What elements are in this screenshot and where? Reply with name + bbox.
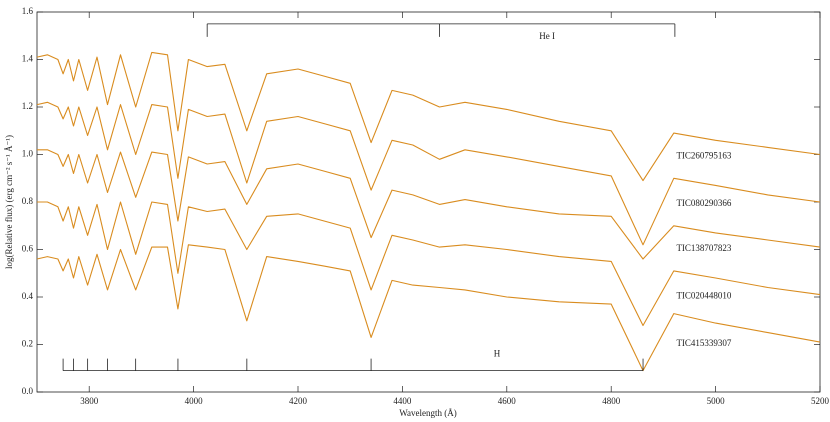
series-label: TIC415339307 — [676, 338, 731, 348]
y-tick-label: 0.0 — [22, 386, 34, 396]
x-axis-label: Wavelength (Å) — [399, 408, 457, 418]
y-tick-label: 0.6 — [22, 244, 34, 254]
x-tick-label: 4000 — [185, 396, 204, 406]
spectrum-line — [36, 101, 821, 246]
y-tick-label: 1.6 — [22, 6, 34, 16]
y-axis-label: log(Relative flux) (erg cm⁻² s⁻¹ Å⁻¹) — [4, 135, 14, 269]
series-label: TIC020448010 — [676, 291, 731, 301]
spectrum-line — [36, 51, 821, 182]
x-tick-label: 4800 — [602, 396, 621, 406]
marker-label: H — [494, 349, 501, 359]
series-label: TIC138707823 — [676, 243, 731, 253]
spectrum-line — [37, 149, 821, 260]
x-tick-label: 3800 — [80, 396, 99, 406]
x-tick-label: 5200 — [811, 396, 830, 406]
series-label: TIC260795163 — [676, 151, 731, 161]
x-tick-label: 4200 — [289, 396, 308, 406]
x-tick-label: 5000 — [707, 396, 726, 406]
spectrum-line — [37, 201, 821, 327]
x-tick-label: 4400 — [393, 396, 412, 406]
series-label: TIC080290366 — [676, 198, 731, 208]
x-tick-label: 4600 — [498, 396, 517, 406]
y-tick-label: 0.4 — [22, 291, 34, 301]
y-tick-label: 0.8 — [22, 196, 34, 206]
y-tick-label: 1.0 — [22, 149, 34, 159]
y-tick-label: 1.2 — [22, 101, 33, 111]
y-tick-label: 1.4 — [22, 54, 34, 64]
marker-label: He I — [539, 31, 555, 41]
spectrum-line — [36, 244, 821, 372]
y-tick-label: 0.2 — [22, 339, 33, 349]
